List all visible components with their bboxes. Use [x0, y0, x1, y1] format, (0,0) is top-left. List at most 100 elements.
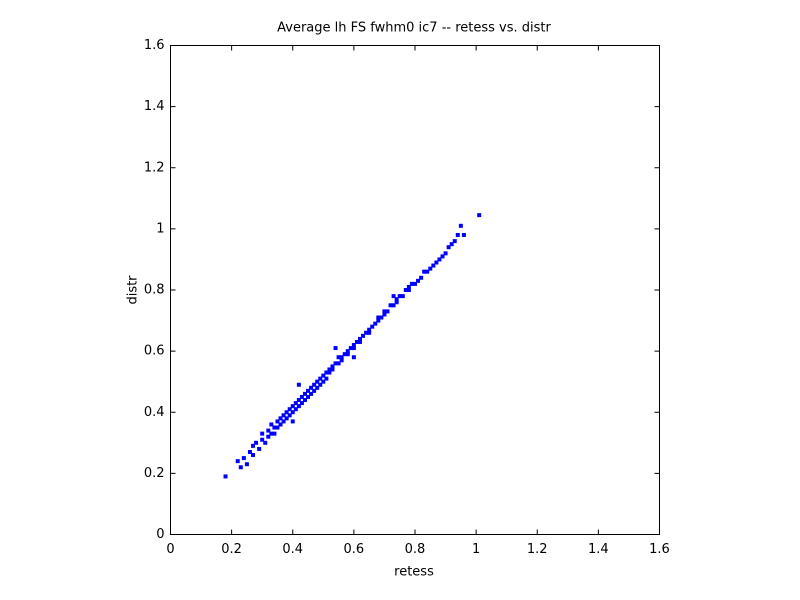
- point: [257, 446, 262, 451]
- point: [382, 309, 387, 314]
- point: [241, 456, 246, 461]
- point: [318, 382, 323, 387]
- point: [296, 398, 301, 403]
- y-tick-label: 0.4: [144, 405, 165, 420]
- point: [278, 422, 283, 427]
- point: [434, 260, 439, 265]
- point: [413, 281, 417, 286]
- point: [318, 376, 323, 381]
- point: [290, 410, 295, 415]
- point: [339, 358, 344, 363]
- point: [315, 379, 320, 384]
- point: [309, 391, 314, 396]
- point: [406, 288, 411, 292]
- point: [461, 232, 466, 237]
- x-tick-label: 1.6: [649, 542, 670, 557]
- point: [235, 459, 240, 464]
- point: [299, 394, 304, 399]
- point: [388, 303, 393, 308]
- point: [440, 254, 445, 259]
- point: [400, 294, 405, 299]
- point: [348, 346, 353, 351]
- point: [452, 239, 457, 244]
- point: [330, 364, 335, 369]
- point: [302, 398, 307, 403]
- point: [287, 407, 292, 412]
- point: [290, 419, 295, 424]
- point: [306, 394, 311, 399]
- point: [324, 370, 329, 375]
- x-tick-label: 0: [166, 542, 174, 557]
- point: [302, 391, 307, 396]
- point: [370, 324, 375, 329]
- point: [223, 474, 228, 479]
- point: [351, 346, 356, 351]
- point: [446, 245, 451, 250]
- point: [394, 297, 399, 302]
- point: [391, 294, 396, 299]
- point: [260, 437, 265, 442]
- point: [403, 288, 408, 292]
- point: [251, 443, 256, 448]
- x-tick-label: 0.8: [405, 542, 426, 557]
- y-tick-label: 1: [156, 221, 164, 236]
- point: [373, 321, 378, 326]
- point: [296, 382, 301, 387]
- y-tick-label: 0.2: [144, 466, 165, 481]
- point: [333, 361, 338, 366]
- point: [266, 428, 271, 433]
- point: [443, 251, 448, 256]
- point: [290, 404, 295, 409]
- point: [296, 404, 301, 409]
- point: [376, 315, 381, 320]
- point: [309, 385, 314, 390]
- point: [247, 449, 252, 454]
- point: [382, 312, 387, 317]
- point: [327, 370, 332, 375]
- y-tick-label: 0.8: [144, 283, 165, 298]
- point: [293, 407, 298, 412]
- point: [357, 336, 362, 341]
- point: [428, 266, 433, 271]
- point: [272, 431, 277, 436]
- point: [345, 349, 350, 354]
- axes-box: [170, 45, 660, 535]
- point: [333, 346, 338, 351]
- point: [455, 232, 460, 237]
- point: [422, 269, 427, 274]
- chart-title: Average lh FS fwhm0 ic7 -- retess vs. di…: [277, 21, 551, 36]
- point: [397, 294, 402, 299]
- point: [254, 440, 259, 445]
- point: [269, 422, 274, 427]
- point: [345, 352, 350, 357]
- point: [342, 352, 347, 357]
- point: [281, 419, 286, 424]
- point: [266, 434, 271, 439]
- point: [263, 440, 268, 445]
- point: [269, 431, 274, 436]
- point: [361, 333, 366, 338]
- point: [409, 281, 414, 286]
- point: [376, 318, 381, 323]
- point: [357, 339, 362, 344]
- point: [367, 330, 372, 335]
- point: [336, 355, 341, 360]
- y-tick-label: 1.4: [144, 99, 165, 114]
- point: [281, 413, 286, 418]
- point: [477, 213, 482, 218]
- x-tick-label: 1.4: [588, 542, 609, 557]
- y-tick-label: 0: [156, 527, 164, 542]
- point: [284, 410, 289, 415]
- point: [284, 416, 289, 421]
- point: [351, 355, 356, 360]
- point: [431, 263, 436, 268]
- point: [275, 419, 280, 424]
- point: [275, 425, 280, 430]
- point: [449, 242, 454, 247]
- point: [287, 413, 292, 418]
- point: [458, 223, 463, 228]
- x-tick-label: 0.4: [282, 542, 303, 557]
- point: [306, 388, 311, 393]
- point: [315, 385, 320, 390]
